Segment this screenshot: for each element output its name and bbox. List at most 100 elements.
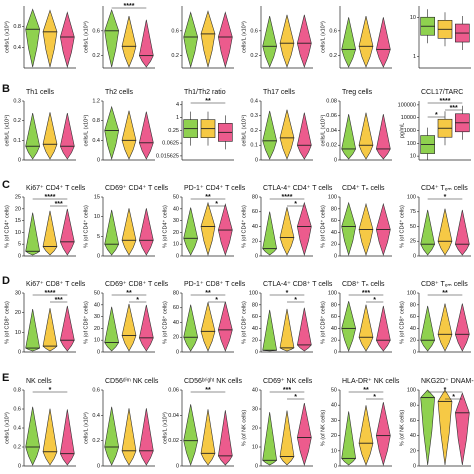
y-tick-label: 10: [410, 154, 416, 160]
y-tick-label: 0.2: [13, 118, 21, 124]
y-tick-label: 50: [173, 194, 179, 200]
violin: [376, 114, 391, 160]
significance: *: [215, 201, 218, 208]
violin: [341, 114, 356, 160]
y-tick-label: 1: [176, 115, 179, 121]
y-axis-label: cells/L (x10⁹): [319, 114, 326, 146]
y-tick-label: 0: [97, 463, 100, 469]
y-tick-label: 0: [334, 463, 337, 469]
y-tick-label: 20: [94, 326, 100, 332]
y-tick-label: 0: [255, 253, 258, 259]
y-tick-label: 0: [176, 349, 179, 355]
y-axis-label: cells/L (x10⁹): [82, 21, 89, 53]
y-tick-label: 0: [176, 463, 179, 469]
significance: **: [363, 387, 369, 394]
violin: [104, 306, 119, 352]
y-tick-label: 0.2: [13, 444, 21, 450]
significance: ***: [362, 290, 370, 297]
y-axis-label: cells/L (x10⁹): [3, 114, 10, 146]
y-tick-label: 40: [252, 326, 258, 332]
significance: *: [373, 394, 376, 401]
y-axis-label: pg/mL: [399, 123, 405, 138]
significance: *: [444, 387, 447, 394]
y-tick-label: 0: [97, 349, 100, 355]
y-tick-label: 30: [173, 218, 179, 224]
y-tick-label: 0: [413, 463, 416, 469]
y-tick-label: 0.4: [250, 98, 258, 104]
y-tick-label: 60: [173, 305, 179, 311]
panel-title: NK cells: [26, 378, 52, 385]
y-axis-label: % (of CD8⁺ cells): [398, 301, 405, 344]
violin: [341, 201, 356, 257]
panel-title: PD-1⁺ CD4⁺ T cells: [184, 185, 246, 192]
panel-title: NKG2D⁺ DNAM-1⁺ NK cells: [421, 378, 474, 385]
y-tick-label: 5: [18, 242, 21, 248]
y-tick-label: 80: [410, 302, 416, 308]
violin: [420, 389, 435, 466]
violin: [25, 8, 40, 68]
y-tick-label: 20: [331, 242, 337, 248]
violin: [455, 303, 470, 352]
violin: [139, 408, 154, 466]
significance: *: [294, 297, 297, 304]
violin: [455, 392, 470, 466]
significance: **: [126, 290, 132, 297]
significance: *: [373, 297, 376, 304]
y-axis-label: % (of CD8⁺ cells): [319, 301, 326, 344]
y-axis-label: % (of NK cells): [241, 410, 247, 447]
y-tick-label: 0: [413, 349, 416, 355]
y-tick-label: 0: [18, 349, 21, 355]
significance: ****: [45, 194, 56, 201]
y-tick-label: 50: [410, 224, 416, 230]
y-tick-label: 0.4: [13, 425, 21, 431]
y-tick-label: 1000: [404, 128, 416, 134]
y-tick-label: 0.015625: [156, 153, 179, 159]
violin: [279, 308, 295, 352]
y-tick-label: 25: [15, 194, 21, 200]
violin: [104, 209, 119, 256]
violin: [420, 209, 435, 256]
y-tick-label: 5: [97, 234, 100, 240]
violin: [218, 11, 233, 69]
y-tick-label: 20: [173, 335, 179, 341]
y-axis-label: % (of CD4⁺ cells): [398, 205, 405, 248]
violin: [376, 305, 391, 352]
violin: [42, 210, 58, 256]
y-tick-label: 0.2: [92, 438, 100, 444]
panel-title: PD-1⁺ CD8⁺ T cells: [184, 281, 246, 288]
panel-title: Ki67⁺ CD4⁺ T cells: [26, 185, 86, 192]
y-tick-label: 0.6: [250, 28, 258, 34]
panel-title: CTLA-4⁺ CD4⁺ T cells: [263, 185, 333, 192]
y-tick-label: 0.6: [92, 387, 100, 393]
violin: [104, 105, 119, 161]
significance: ****: [45, 290, 56, 297]
panel-title: Treg cells: [342, 89, 373, 96]
y-tick-label: 80: [331, 206, 337, 212]
violin: [297, 14, 312, 68]
y-tick-label: 0.04: [168, 413, 179, 419]
violin: [358, 405, 374, 466]
violin: [358, 304, 374, 352]
y-tick-label: 0.2: [250, 128, 258, 134]
panel-title: CCL17/TARC: [421, 89, 463, 96]
y-tick-label: 100: [407, 141, 416, 147]
y-tick-label: 0.8: [13, 387, 21, 393]
violin: [341, 17, 356, 68]
violin: [455, 209, 470, 256]
y-tick-label: 80: [173, 290, 179, 296]
y-tick-label: 40: [331, 403, 337, 409]
violin: [60, 113, 75, 160]
violin: [376, 17, 391, 68]
violin: [25, 113, 40, 160]
significance: *: [294, 201, 297, 208]
y-tick-label: 100: [407, 290, 416, 296]
y-tick-label: 10: [410, 15, 416, 21]
violin: [437, 208, 453, 256]
violin: [262, 309, 278, 352]
y-tick-label: 30: [252, 406, 258, 412]
y-tick-label: 100: [407, 387, 416, 393]
y-axis-label: cells/L (x10⁹): [82, 412, 89, 444]
y-tick-label: 40: [94, 302, 100, 308]
significance: *: [435, 112, 438, 119]
y-tick-label: 0.3: [13, 98, 21, 104]
